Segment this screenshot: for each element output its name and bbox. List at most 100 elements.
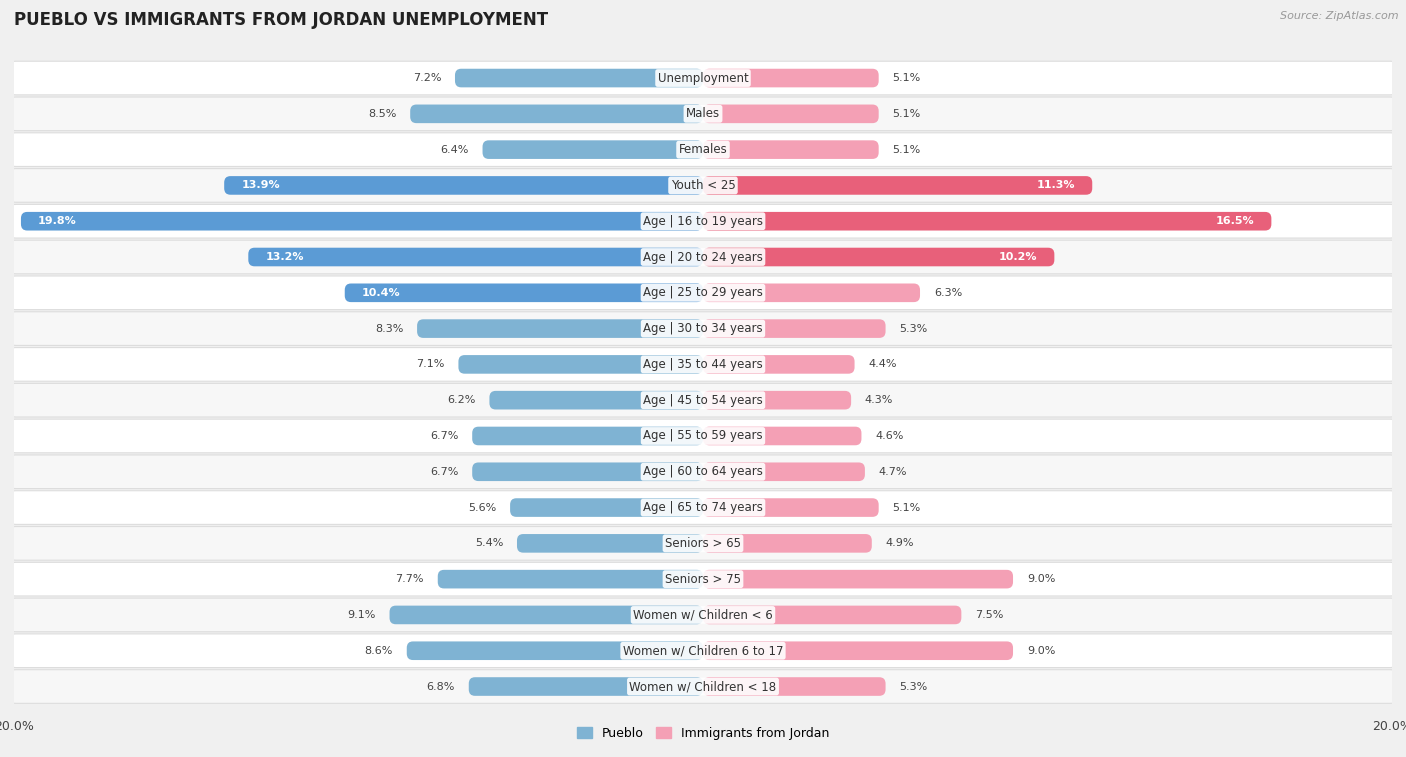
Text: Age | 55 to 59 years: Age | 55 to 59 years xyxy=(643,429,763,443)
FancyBboxPatch shape xyxy=(703,283,920,302)
FancyBboxPatch shape xyxy=(4,455,1402,488)
Text: Women w/ Children < 18: Women w/ Children < 18 xyxy=(630,680,776,693)
Text: 8.6%: 8.6% xyxy=(364,646,392,656)
FancyBboxPatch shape xyxy=(489,391,703,410)
Text: 11.3%: 11.3% xyxy=(1036,180,1076,191)
FancyBboxPatch shape xyxy=(703,355,855,374)
FancyBboxPatch shape xyxy=(4,276,1402,310)
FancyBboxPatch shape xyxy=(472,463,703,481)
Text: 6.8%: 6.8% xyxy=(426,681,456,692)
FancyBboxPatch shape xyxy=(703,570,1012,588)
Text: 5.6%: 5.6% xyxy=(468,503,496,512)
FancyBboxPatch shape xyxy=(517,534,703,553)
Text: 6.7%: 6.7% xyxy=(430,467,458,477)
FancyBboxPatch shape xyxy=(4,312,1402,345)
Text: 7.1%: 7.1% xyxy=(416,360,444,369)
FancyBboxPatch shape xyxy=(703,248,1054,266)
FancyBboxPatch shape xyxy=(418,319,703,338)
Text: Seniors > 65: Seniors > 65 xyxy=(665,537,741,550)
FancyBboxPatch shape xyxy=(472,427,703,445)
Text: 4.9%: 4.9% xyxy=(886,538,914,548)
FancyBboxPatch shape xyxy=(703,391,851,410)
Text: Unemployment: Unemployment xyxy=(658,72,748,85)
Text: 6.4%: 6.4% xyxy=(440,145,468,154)
Text: 6.2%: 6.2% xyxy=(447,395,475,405)
Legend: Pueblo, Immigrants from Jordan: Pueblo, Immigrants from Jordan xyxy=(572,722,834,745)
FancyBboxPatch shape xyxy=(703,678,886,696)
Text: 13.2%: 13.2% xyxy=(266,252,304,262)
Text: 10.2%: 10.2% xyxy=(998,252,1038,262)
FancyBboxPatch shape xyxy=(4,670,1402,703)
FancyBboxPatch shape xyxy=(482,140,703,159)
FancyBboxPatch shape xyxy=(703,140,879,159)
Text: Age | 30 to 34 years: Age | 30 to 34 years xyxy=(643,322,763,335)
Text: Age | 45 to 54 years: Age | 45 to 54 years xyxy=(643,394,763,407)
Text: Females: Females xyxy=(679,143,727,156)
Text: Women w/ Children < 6: Women w/ Children < 6 xyxy=(633,609,773,621)
FancyBboxPatch shape xyxy=(4,132,1402,167)
FancyBboxPatch shape xyxy=(510,498,703,517)
FancyBboxPatch shape xyxy=(703,534,872,553)
Text: 4.7%: 4.7% xyxy=(879,467,907,477)
Text: Youth < 25: Youth < 25 xyxy=(671,179,735,192)
FancyBboxPatch shape xyxy=(4,527,1402,560)
FancyBboxPatch shape xyxy=(456,69,703,87)
Text: 5.1%: 5.1% xyxy=(893,109,921,119)
FancyBboxPatch shape xyxy=(703,69,879,87)
FancyBboxPatch shape xyxy=(389,606,703,625)
FancyBboxPatch shape xyxy=(703,498,879,517)
FancyBboxPatch shape xyxy=(4,97,1402,131)
FancyBboxPatch shape xyxy=(4,491,1402,525)
Text: 19.8%: 19.8% xyxy=(38,217,77,226)
FancyBboxPatch shape xyxy=(703,427,862,445)
Text: Women w/ Children 6 to 17: Women w/ Children 6 to 17 xyxy=(623,644,783,657)
FancyBboxPatch shape xyxy=(703,641,1012,660)
Text: Males: Males xyxy=(686,107,720,120)
Text: 8.5%: 8.5% xyxy=(368,109,396,119)
FancyBboxPatch shape xyxy=(344,283,703,302)
FancyBboxPatch shape xyxy=(4,204,1402,238)
Text: 5.1%: 5.1% xyxy=(893,73,921,83)
Text: 5.3%: 5.3% xyxy=(900,323,928,334)
FancyBboxPatch shape xyxy=(437,570,703,588)
Text: 8.3%: 8.3% xyxy=(375,323,404,334)
Text: 5.1%: 5.1% xyxy=(893,145,921,154)
Text: Age | 65 to 74 years: Age | 65 to 74 years xyxy=(643,501,763,514)
FancyBboxPatch shape xyxy=(4,562,1402,596)
Text: Source: ZipAtlas.com: Source: ZipAtlas.com xyxy=(1281,11,1399,21)
Text: 9.0%: 9.0% xyxy=(1026,574,1054,584)
FancyBboxPatch shape xyxy=(703,606,962,625)
FancyBboxPatch shape xyxy=(4,61,1402,95)
Text: Age | 35 to 44 years: Age | 35 to 44 years xyxy=(643,358,763,371)
Text: 5.3%: 5.3% xyxy=(900,681,928,692)
FancyBboxPatch shape xyxy=(703,176,1092,195)
FancyBboxPatch shape xyxy=(411,104,703,123)
Text: 5.4%: 5.4% xyxy=(475,538,503,548)
Text: PUEBLO VS IMMIGRANTS FROM JORDAN UNEMPLOYMENT: PUEBLO VS IMMIGRANTS FROM JORDAN UNEMPLO… xyxy=(14,11,548,30)
Text: 10.4%: 10.4% xyxy=(361,288,401,298)
FancyBboxPatch shape xyxy=(4,383,1402,417)
Text: 7.7%: 7.7% xyxy=(395,574,425,584)
FancyBboxPatch shape xyxy=(703,319,886,338)
FancyBboxPatch shape xyxy=(703,104,879,123)
Text: 6.3%: 6.3% xyxy=(934,288,962,298)
Text: Seniors > 75: Seniors > 75 xyxy=(665,572,741,586)
FancyBboxPatch shape xyxy=(4,634,1402,668)
Text: 13.9%: 13.9% xyxy=(242,180,280,191)
Text: Age | 25 to 29 years: Age | 25 to 29 years xyxy=(643,286,763,299)
FancyBboxPatch shape xyxy=(21,212,703,231)
Text: Age | 60 to 64 years: Age | 60 to 64 years xyxy=(643,466,763,478)
Text: 6.7%: 6.7% xyxy=(430,431,458,441)
FancyBboxPatch shape xyxy=(4,347,1402,382)
FancyBboxPatch shape xyxy=(406,641,703,660)
Text: 9.1%: 9.1% xyxy=(347,610,375,620)
Text: 7.2%: 7.2% xyxy=(413,73,441,83)
FancyBboxPatch shape xyxy=(4,169,1402,202)
FancyBboxPatch shape xyxy=(703,463,865,481)
FancyBboxPatch shape xyxy=(458,355,703,374)
Text: 7.5%: 7.5% xyxy=(976,610,1004,620)
FancyBboxPatch shape xyxy=(249,248,703,266)
FancyBboxPatch shape xyxy=(4,419,1402,453)
Text: 4.4%: 4.4% xyxy=(869,360,897,369)
Text: Age | 16 to 19 years: Age | 16 to 19 years xyxy=(643,215,763,228)
